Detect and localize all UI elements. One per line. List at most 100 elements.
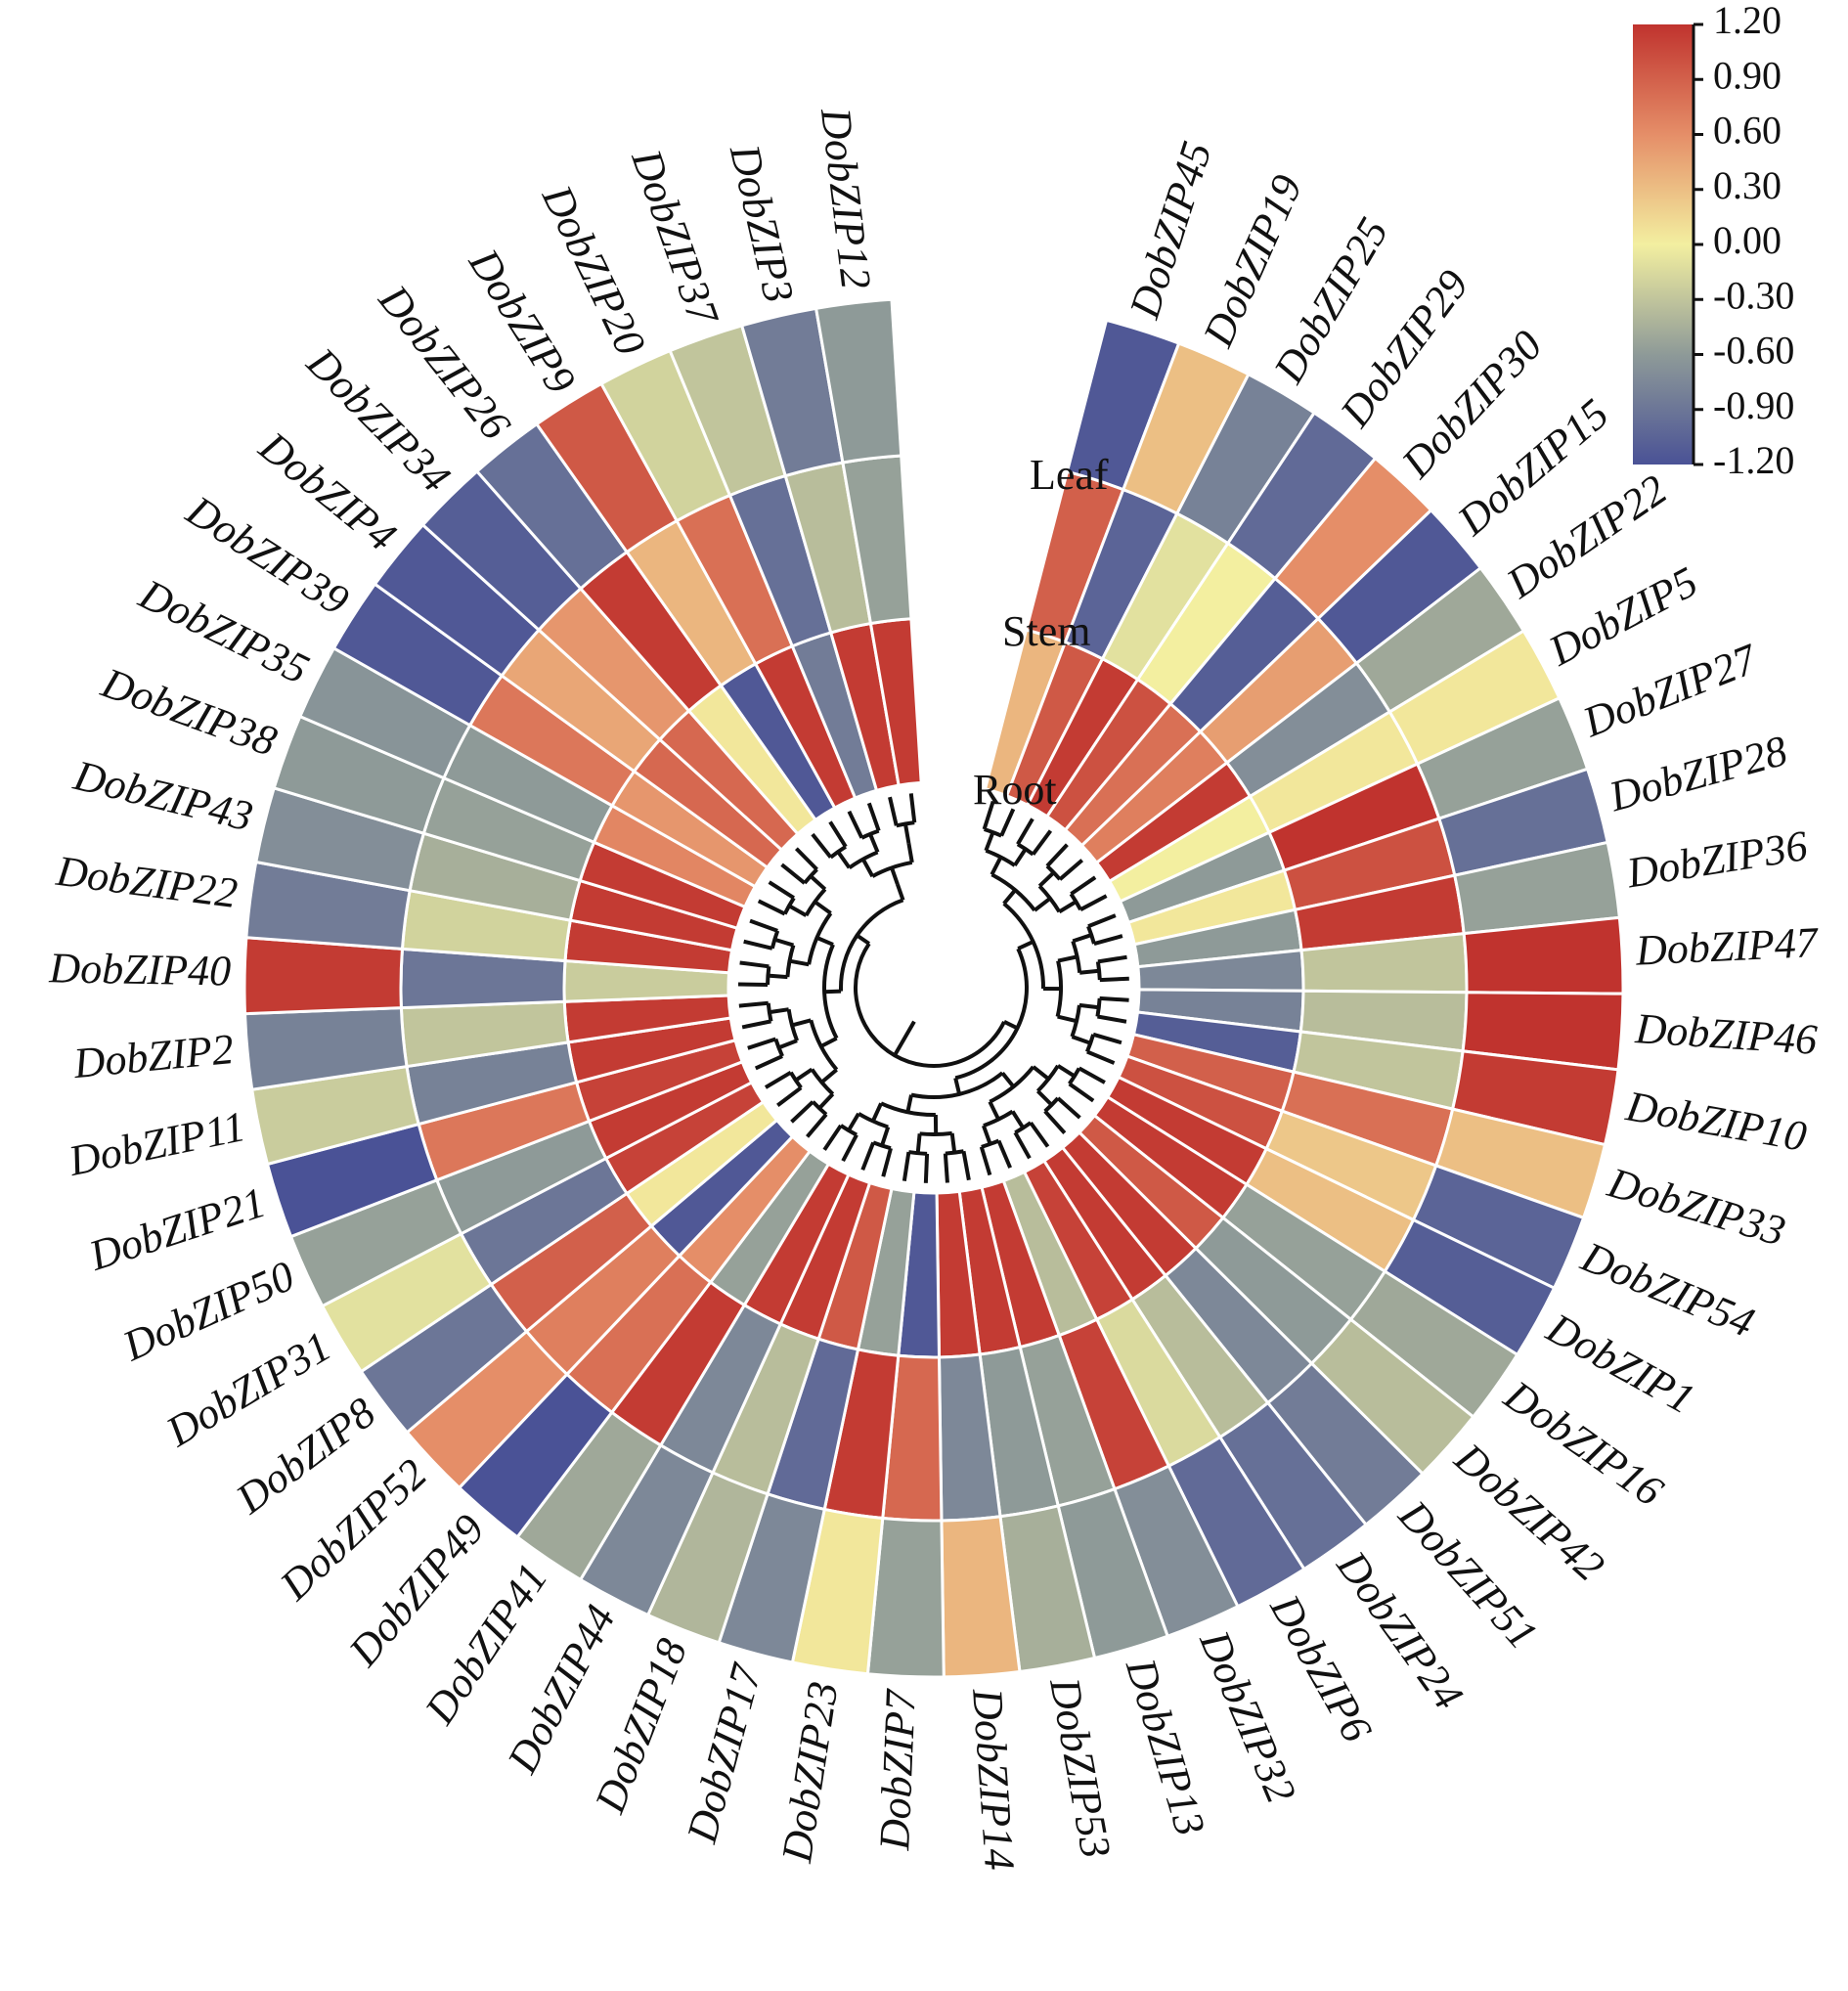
dendrogram-branch [754, 1054, 783, 1071]
dendrogram-branch [738, 1000, 769, 1008]
dendrogram-branch [1017, 940, 1034, 951]
dendrogram-branch [1071, 1035, 1091, 1045]
dendrogram-branch [1079, 968, 1100, 975]
dendrogram-branch [1072, 933, 1092, 944]
dendrogram-branch [979, 1146, 992, 1176]
dendrogram-branch [741, 1019, 771, 1030]
dendrogram-branch [811, 1100, 828, 1117]
dendrogram-branch [1045, 843, 1069, 868]
dendrogram-branch [1099, 996, 1129, 1002]
gene-label: DobZIP43 [68, 751, 257, 841]
dendrogram-branch [870, 1102, 883, 1123]
dendrogram-branch [814, 900, 832, 915]
dendrogram-branch [1092, 1032, 1122, 1045]
dendrogram-branch [847, 1112, 860, 1131]
gene-label: DobZIP13 [1117, 1653, 1215, 1841]
dendrogram-branch [1086, 1049, 1116, 1065]
dendrogram-branch [770, 930, 780, 950]
dendrogram-branch [785, 944, 796, 978]
gene-label: DobZIP33 [1602, 1158, 1790, 1256]
dendrogram-branch [828, 820, 848, 848]
dendrogram-branch [768, 973, 788, 980]
dendrogram-branch [1002, 888, 1017, 906]
ring-label-stem: Stem [1002, 607, 1090, 655]
dendrogram-branch [1057, 1014, 1078, 1024]
dendrogram-branch [880, 1126, 891, 1147]
dendrogram-branch [984, 831, 995, 852]
dendrogram-branch [961, 1150, 971, 1181]
dendrogram-branch [822, 944, 839, 1040]
dendrogram-branch [923, 1153, 930, 1183]
dendrogram-branch [983, 827, 1002, 838]
dendrogram-branch [839, 1124, 858, 1137]
dendrogram-branch [817, 1092, 835, 1110]
dendrogram-branch [893, 1020, 916, 1057]
dendrogram-branch [902, 823, 911, 844]
dendrogram-branch [1035, 1064, 1060, 1093]
dendrogram-branch [945, 1149, 964, 1156]
dendrogram-branch [1079, 894, 1108, 911]
dendrogram-branch [919, 1130, 952, 1136]
colorbar-tick-label: 0.30 [1713, 163, 1782, 207]
gene-label: DobZIP17 [678, 1658, 771, 1848]
dendrogram [737, 793, 1129, 1183]
dendrogram-branch [789, 1071, 803, 1089]
dendrogram-branch [788, 904, 808, 917]
dendrogram-branch [806, 1113, 828, 1138]
dendrogram-branch [860, 858, 875, 878]
dendrogram-branch [1043, 1109, 1067, 1134]
dendrogram-branch [953, 1077, 962, 1095]
colorbar-ticks: 1.20 0.90 0.60 0.30 0.00 -0.30 -0.60 -0.90 -1.20 [1694, 0, 1794, 482]
dendrogram-branch [1016, 818, 1034, 846]
dendrogram-branch [1032, 1065, 1050, 1081]
gene-label: DobZIP38 [95, 658, 283, 766]
dendrogram-branch [820, 1068, 838, 1084]
gene-label: DobZIP47 [1634, 918, 1821, 975]
dendrogram-branch [1033, 897, 1052, 912]
colorbar-tick-label: 0.90 [1713, 53, 1782, 97]
dendrogram-branch [1099, 976, 1129, 983]
dendrogram-branch [777, 1039, 798, 1050]
dendrogram-branch [766, 1002, 773, 1022]
dendrogram-branch [981, 1138, 1000, 1149]
colorbar-tick-label: 0.60 [1713, 109, 1782, 153]
colorbar-tick-label: 0.00 [1713, 218, 1782, 262]
colorbar-tick-label: -0.60 [1713, 329, 1794, 373]
dendrogram-branch [1031, 829, 1053, 856]
dendrogram-branch [999, 808, 1016, 837]
gene-label: DobZIP23 [772, 1678, 848, 1866]
dendrogram-branch [1068, 1067, 1081, 1085]
gene-label: DobZIP36 [1623, 821, 1811, 898]
dendrogram-branch [764, 1070, 792, 1089]
gene-label: DobZIP11 [64, 1102, 249, 1185]
colorbar-tick-label: -1.20 [1713, 438, 1794, 482]
colorbar-tick-label: -0.90 [1713, 383, 1794, 427]
dendrogram-branch [915, 1133, 922, 1154]
dendrogram-branch [1016, 842, 1034, 857]
dendrogram-branch [790, 1100, 814, 1124]
dendrogram-branch [1097, 1014, 1127, 1024]
gene-label: DobZIP37 [622, 143, 728, 332]
gene-label: DobZIP22 [53, 847, 241, 917]
dendrogram-branch [985, 848, 1016, 867]
dendrogram-branch [866, 802, 881, 832]
dendrogram-branch [890, 866, 900, 885]
dendrogram-branch [896, 883, 905, 902]
dendrogram-branch [908, 1150, 928, 1156]
dendrogram-branch [819, 1036, 838, 1048]
dendrogram-branch [1045, 864, 1062, 881]
gene-label: DobZIP53 [1040, 1673, 1121, 1862]
dendrogram-branch [780, 863, 807, 885]
dendrogram-branch [1013, 848, 1028, 867]
dendrogram-branch [1095, 961, 1102, 981]
dendrogram-branch [810, 1068, 835, 1096]
gene-label: DobZIP21 [83, 1178, 272, 1280]
dendrogram-branch [739, 960, 770, 969]
ring-label-leaf: Leaf [1030, 451, 1109, 499]
dendrogram-branch [743, 939, 773, 951]
dendrogram-branch [737, 982, 769, 988]
gene-label: DobZIP46 [1633, 1004, 1819, 1064]
dendrogram-branch [1070, 875, 1097, 896]
gene-label: DobZIP7 [870, 1687, 925, 1852]
dendrogram-branch [769, 1007, 789, 1015]
